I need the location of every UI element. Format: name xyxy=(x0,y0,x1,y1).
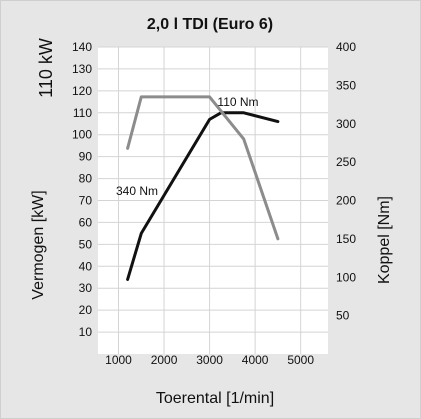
y-left-tick-label: 110 xyxy=(73,106,92,120)
power-peak-label: 110 Nm xyxy=(217,95,258,109)
y-right-tick-label: 100 xyxy=(336,270,356,284)
x-tick-label: 4000 xyxy=(242,353,269,367)
y-right-tick-label: 300 xyxy=(336,117,356,131)
y-left-tick-label: 30 xyxy=(79,281,93,295)
grid-layer: 1000 2000 3000 4000 5000 10 20 30 40 50 60 70 80 90 10… xyxy=(72,40,356,367)
y-left-tick-label: 20 xyxy=(79,303,93,317)
x-tick-label: 3000 xyxy=(196,353,223,367)
y-left-tick-label: 130 xyxy=(72,62,92,76)
y-right-axis-label: Koppel [Nm] xyxy=(376,196,393,284)
y-left-tick-label: 90 xyxy=(79,150,93,164)
side-label: 110 kW xyxy=(36,38,56,98)
y-left-axis-label: Vermogen [kW] xyxy=(30,190,47,299)
x-tick-label: 1000 xyxy=(105,353,132,367)
chart-title: 2,0 l TDI (Euro 6) xyxy=(147,16,273,33)
power-series-line xyxy=(126,111,280,281)
x-tick-label: 5000 xyxy=(287,353,314,367)
y-right-tick-label: 50 xyxy=(336,309,350,323)
y-left-tick-label: 10 xyxy=(79,325,93,339)
y-left-tick-label: 70 xyxy=(79,194,93,208)
torque-series-line xyxy=(126,95,280,241)
x-tick-label: 2000 xyxy=(151,353,178,367)
series-layer xyxy=(126,95,280,281)
y-left-tick-label: 80 xyxy=(79,172,93,186)
y-right-tick-label: 150 xyxy=(336,232,356,246)
y-left-tick-label: 50 xyxy=(79,237,93,251)
y-right-tick-label: 250 xyxy=(336,155,356,169)
torque-peak-label: 340 Nm xyxy=(116,184,158,198)
y-left-tick-label: 140 xyxy=(72,40,92,54)
y-right-tick-label: 350 xyxy=(336,78,356,92)
y-left-tick-label: 120 xyxy=(72,84,92,98)
y-left-tick-label: 40 xyxy=(79,259,93,273)
y-left-tick-label: 100 xyxy=(72,128,92,142)
y-right-tick-label: 200 xyxy=(336,194,356,208)
y-left-tick-label: 60 xyxy=(79,215,93,229)
y-right-tick-label: 400 xyxy=(336,40,356,54)
x-axis-label: Toerental [1/min] xyxy=(156,390,274,407)
